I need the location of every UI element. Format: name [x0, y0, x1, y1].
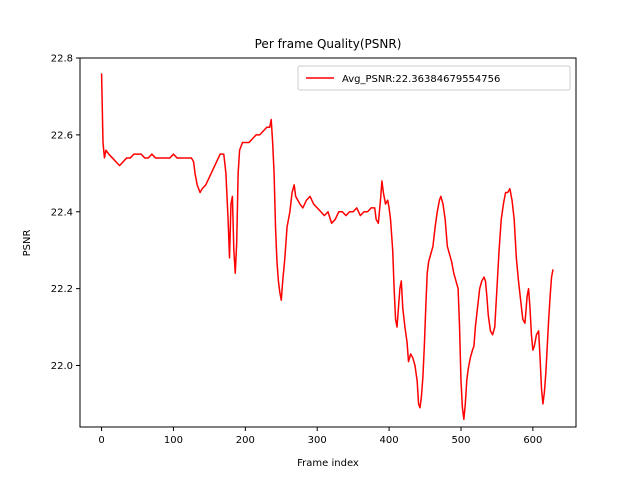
x-tick-label: 100 — [164, 435, 183, 446]
y-tick-label: 22.0 — [51, 361, 73, 372]
y-tick-label: 22.2 — [51, 284, 73, 295]
x-tick-label: 500 — [451, 435, 470, 446]
y-axis-label: PSNR — [22, 230, 33, 257]
legend-label: Avg_PSNR:22.36384679554756 — [342, 74, 500, 85]
x-tick-label: 200 — [236, 435, 255, 446]
y-axis: 22.0 22.2 22.4 22.6 22.8 — [51, 54, 80, 372]
x-tick-label: 0 — [98, 435, 104, 446]
y-tick-label: 22.6 — [51, 130, 73, 141]
y-tick-label: 22.4 — [51, 207, 73, 218]
legend-box — [297, 65, 571, 91]
x-tick-label: 300 — [308, 435, 327, 446]
x-axis: 0 100 200 300 400 500 600 — [98, 427, 542, 446]
x-axis-label: Frame index — [297, 458, 359, 469]
x-tick-label: 400 — [380, 435, 399, 446]
axes-frame — [79, 57, 577, 428]
series-line-0 — [100, 73, 554, 421]
plot-area — [100, 73, 554, 421]
chart-title: Per frame Quality(PSNR) — [255, 37, 402, 51]
y-tick-label: 22.8 — [51, 54, 73, 65]
legend: Avg_PSNR:22.36384679554756 — [297, 65, 571, 91]
x-tick-label: 600 — [523, 435, 542, 446]
